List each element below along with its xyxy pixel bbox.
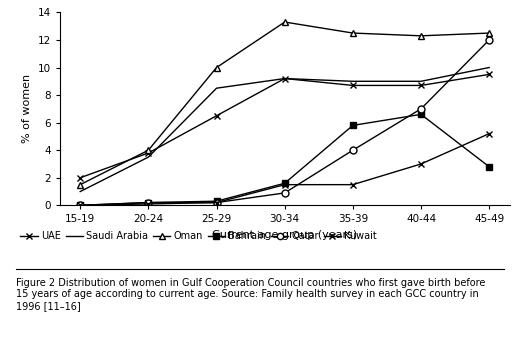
Text: Figure 2 Distribution of women in Gulf Cooperation Council countries who first g: Figure 2 Distribution of women in Gulf C…	[16, 278, 485, 311]
X-axis label: Current age group (years): Current age group (years)	[212, 230, 357, 240]
Y-axis label: % of women: % of women	[22, 74, 32, 143]
Legend: UAE, Saudi Arabia, Oman, Bahrain, Qatar, Kuwait: UAE, Saudi Arabia, Oman, Bahrain, Qatar,…	[20, 232, 377, 241]
